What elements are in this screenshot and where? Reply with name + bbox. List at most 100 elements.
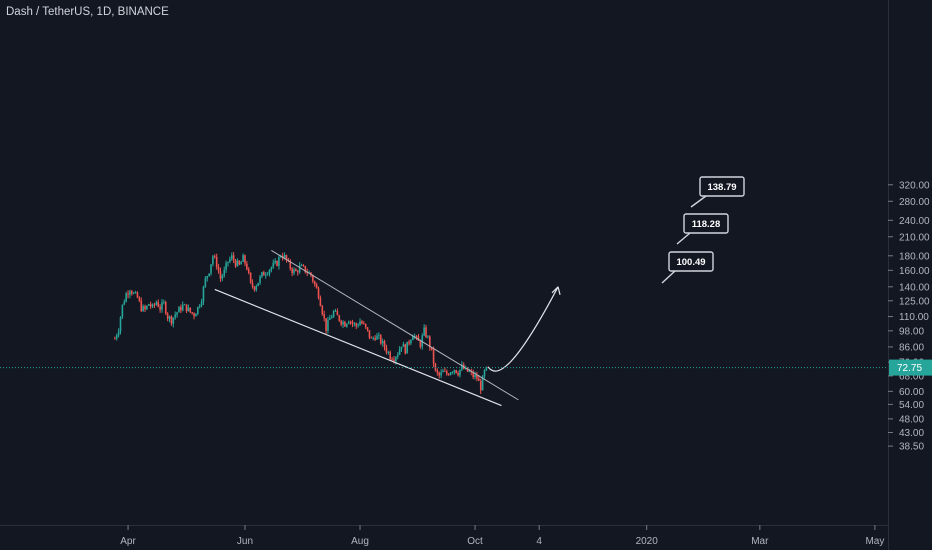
candle-body	[215, 257, 218, 268]
candle-body	[244, 255, 246, 264]
y-tick-label: 43.00	[899, 428, 924, 439]
candle-body	[478, 378, 480, 381]
candle-body	[317, 288, 320, 298]
candle-body	[378, 335, 380, 337]
candle-body	[398, 349, 401, 355]
candle-body	[153, 304, 156, 306]
candle-body	[238, 260, 241, 265]
y-tick-label: 240.00	[899, 216, 930, 227]
candle-body	[270, 267, 273, 270]
x-tick-label: Mar	[751, 536, 769, 547]
candle-body	[161, 302, 163, 310]
candle-body	[400, 346, 403, 350]
candle-body	[434, 363, 437, 371]
candle-body	[296, 271, 299, 273]
y-tick-label: 68.00	[899, 371, 924, 382]
candle-body	[225, 262, 227, 270]
candle-body	[131, 291, 133, 294]
candle-body	[327, 319, 329, 331]
candle-body	[181, 304, 184, 311]
candle-body	[227, 261, 229, 263]
candle-body	[195, 313, 197, 317]
candle-body	[315, 284, 318, 289]
annotation-box[interactable]	[668, 251, 714, 272]
candle-body	[212, 256, 214, 265]
candle-body	[366, 327, 369, 331]
candle-body	[278, 256, 280, 266]
channel-upper-line[interactable]	[271, 249, 519, 401]
candle-body	[332, 311, 335, 317]
plot-area	[0, 0, 888, 525]
annotation-box[interactable]	[699, 176, 745, 197]
projection-curve[interactable]	[487, 286, 559, 372]
candle-body	[336, 311, 339, 316]
candle-body	[321, 306, 324, 315]
time-axis: Apr Jun Aug Oct 4 2020 Mar May	[120, 525, 884, 547]
candle-body	[406, 341, 408, 354]
candle-body	[376, 335, 378, 340]
candle-body	[423, 327, 425, 336]
candle-body	[283, 255, 286, 259]
channel-lower-line[interactable]	[214, 288, 502, 407]
candle-body	[381, 341, 384, 344]
candle-body	[127, 293, 129, 295]
candle-body	[472, 371, 474, 377]
candle-body	[368, 330, 371, 338]
candle-body	[221, 275, 224, 279]
candle-body	[351, 321, 354, 324]
candle-body	[442, 370, 444, 373]
candle-body	[204, 278, 207, 287]
annotations-layer: 138.79 118.28 100.49	[661, 176, 745, 284]
candle-body	[246, 263, 248, 270]
candle-body	[444, 370, 446, 372]
candle-body	[374, 337, 376, 340]
candle-body	[370, 337, 373, 339]
candle-body	[334, 311, 337, 312]
candle-body	[136, 292, 139, 298]
chart-title: Dash / TetherUS, 1D, BINANCE	[6, 6, 169, 18]
candle-body	[330, 316, 333, 319]
candle-body	[393, 359, 395, 362]
candle-body	[276, 261, 278, 266]
candle-body	[300, 265, 303, 267]
candle-body	[483, 370, 486, 377]
candle-body	[298, 265, 301, 273]
last-price-label: 72.75	[897, 363, 922, 374]
candle-body	[202, 286, 205, 302]
candle-body	[430, 347, 433, 350]
candle-body	[319, 297, 322, 307]
candle-body	[485, 366, 488, 371]
candle-body	[342, 322, 344, 325]
candle-body	[455, 370, 458, 374]
candle-body	[481, 376, 484, 391]
candle-body	[255, 286, 258, 290]
candle-body	[253, 286, 256, 290]
candle-body	[419, 340, 422, 347]
candle-body	[157, 302, 160, 307]
y-tick-label: 280.00	[899, 197, 930, 208]
candle-body	[174, 314, 176, 318]
candle-body	[427, 336, 429, 338]
candle-body	[117, 331, 120, 336]
candle-body	[461, 364, 463, 370]
annotation-box[interactable]	[683, 213, 729, 234]
candle-body	[412, 336, 414, 341]
candle-body	[304, 265, 307, 273]
candle-body	[223, 269, 226, 276]
candle-body	[338, 315, 341, 321]
candle-body	[417, 336, 420, 341]
candle-body	[291, 268, 293, 274]
candle-body	[219, 271, 222, 279]
candle-body	[187, 307, 190, 312]
x-tick-label: May	[865, 536, 884, 547]
annotation-label: 138.79	[707, 182, 736, 193]
candle-body	[134, 292, 137, 294]
candle-body	[191, 312, 193, 314]
candle-body	[389, 352, 391, 359]
candle-body	[329, 318, 331, 320]
annotation-label: 118.28	[692, 219, 721, 230]
candle-body	[302, 265, 305, 267]
candle-body	[163, 301, 165, 303]
candle-body	[457, 373, 459, 376]
